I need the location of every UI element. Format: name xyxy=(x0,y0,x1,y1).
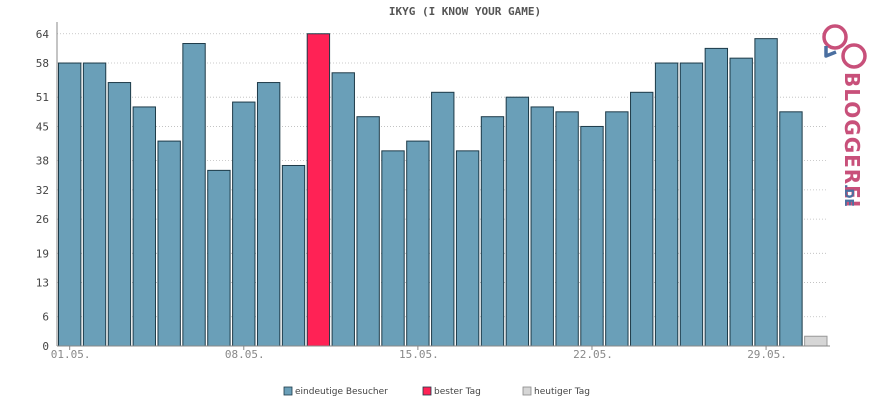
bar xyxy=(505,96,530,347)
bar xyxy=(256,82,281,347)
y-tick-label: 32 xyxy=(36,184,49,197)
legend-label-best-day: bester Tag xyxy=(434,387,481,397)
legend-item-visitors: eindeutige Besucher xyxy=(283,386,388,397)
bar xyxy=(58,62,82,347)
y-tick-label: 26 xyxy=(36,213,49,226)
legend-label-visitors: eindeutige Besucher xyxy=(295,387,388,397)
x-tick-labels: 01.05. 08.05. 15.05. 22.05. 29.05. xyxy=(51,346,787,361)
y-tick-labels: 0 6 13 19 26 32 38 45 51 58 64 xyxy=(36,28,50,353)
bar xyxy=(555,111,579,347)
bar xyxy=(530,106,554,347)
legend-swatch-today xyxy=(522,386,532,396)
bar xyxy=(754,38,778,347)
x-tick-label: 22.05. xyxy=(573,348,613,361)
legend-item-today: heutiger Tag xyxy=(522,386,590,397)
bar xyxy=(406,140,430,347)
x-tick-label: 08.05. xyxy=(225,348,265,361)
bar xyxy=(182,43,206,347)
logo-tld: .DE xyxy=(842,184,856,207)
x-tick-label: 01.05. xyxy=(51,348,91,361)
legend-swatch-visitors xyxy=(283,386,293,396)
bar xyxy=(605,111,629,347)
bar xyxy=(107,82,132,347)
logo-mark-icon xyxy=(822,24,867,69)
legend-swatch-best-day xyxy=(422,386,432,396)
bar xyxy=(207,169,231,347)
logo-wordmark: BLOGGEREI xyxy=(840,72,864,208)
y-tick-label: 58 xyxy=(36,57,49,70)
y-tick-label: 64 xyxy=(36,28,50,41)
bar xyxy=(281,164,306,347)
y-tick-label: 45 xyxy=(36,120,49,133)
bar xyxy=(679,62,704,347)
bar xyxy=(356,116,380,347)
legend: eindeutige Besucher bester Tag heutiger … xyxy=(283,386,590,397)
bar xyxy=(630,91,654,347)
bar xyxy=(381,150,405,347)
bar xyxy=(779,111,803,347)
y-tick-label: 6 xyxy=(42,311,49,324)
bar xyxy=(306,33,331,347)
y-tick-label: 38 xyxy=(36,155,49,168)
bar xyxy=(82,62,107,347)
bar xyxy=(480,116,505,347)
bar xyxy=(331,72,355,347)
y-tick-label: 0 xyxy=(42,340,49,353)
x-tick-label: 15.05. xyxy=(399,348,439,361)
bar xyxy=(157,140,181,347)
y-tick-label: 19 xyxy=(36,247,49,260)
axes xyxy=(56,22,830,347)
bar xyxy=(580,125,604,347)
x-tick-label: 29.05. xyxy=(747,348,787,361)
bar xyxy=(729,57,753,347)
bars-group xyxy=(58,33,828,347)
bar xyxy=(704,47,729,347)
y-tick-label: 51 xyxy=(36,91,49,104)
legend-label-today: heutiger Tag xyxy=(534,387,590,397)
bar xyxy=(455,150,480,347)
bar xyxy=(132,106,156,347)
bar xyxy=(431,91,455,347)
bar xyxy=(804,335,828,347)
legend-item-best-day: bester Tag xyxy=(422,386,481,397)
bloggerei-logo: BLOGGEREI .DE xyxy=(822,24,867,208)
bar xyxy=(232,101,256,347)
y-tick-label: 13 xyxy=(36,277,49,290)
chart-title: IKYG (I KNOW YOUR GAME) xyxy=(389,5,541,18)
bar xyxy=(654,62,679,347)
